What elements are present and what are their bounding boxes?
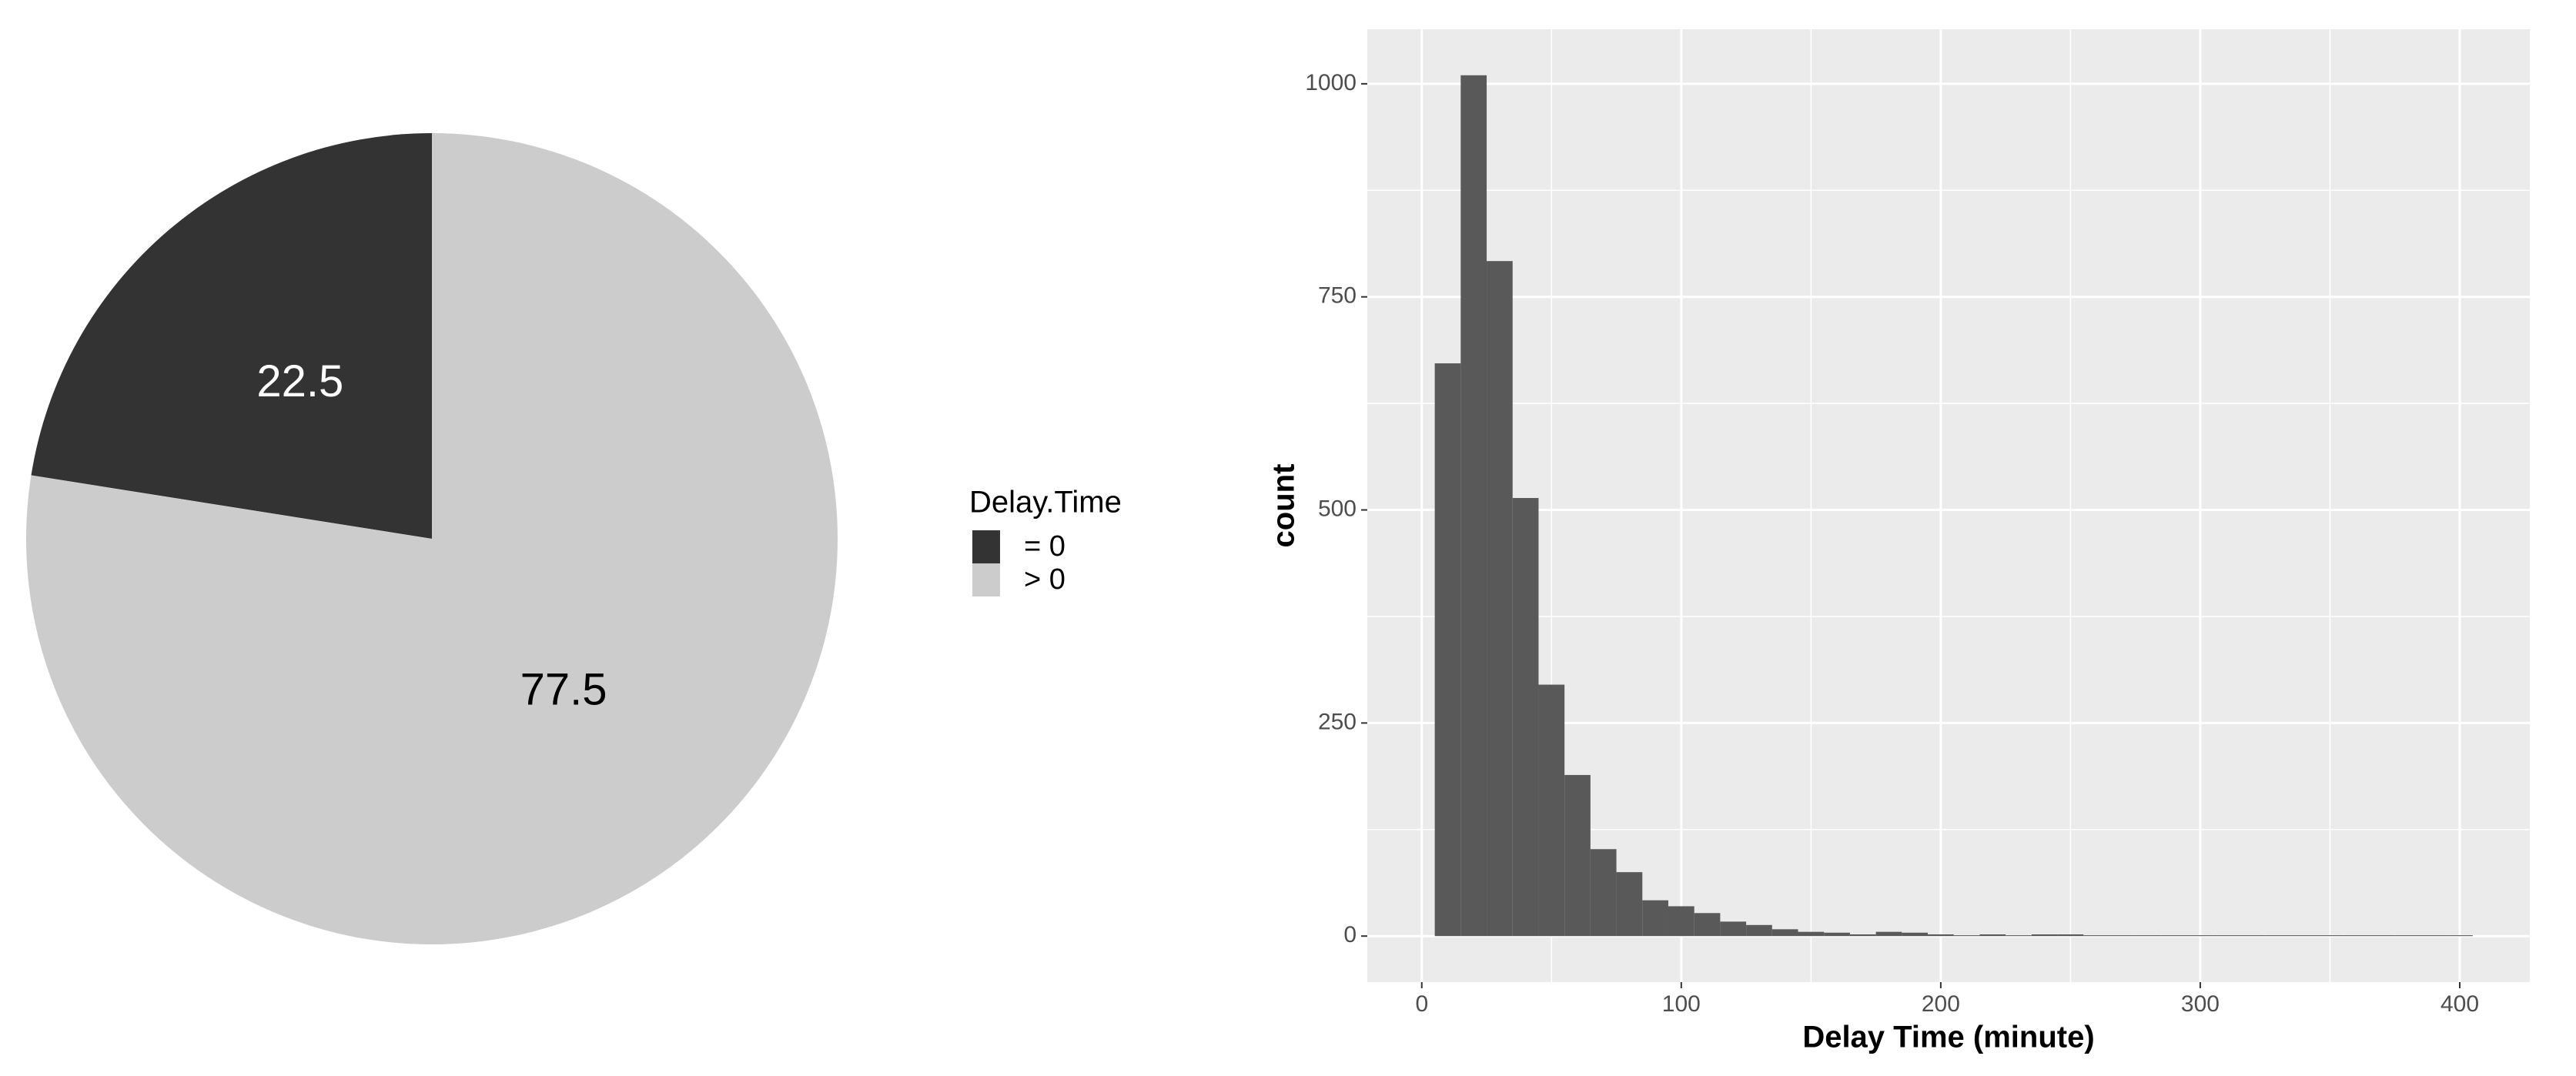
histogram-bar: [2447, 935, 2473, 937]
histogram-bar: [1590, 849, 1617, 937]
pie-slice: [31, 133, 433, 539]
x-tick-label: 300: [2181, 991, 2220, 1017]
histogram-bar: [2031, 934, 2058, 937]
legend-title: Delay.Time: [969, 486, 1122, 520]
x-axis-title: Delay Time (minute): [1802, 1021, 2094, 1054]
histogram-bar: [2317, 935, 2343, 937]
slice-label: 22.5: [256, 356, 343, 406]
histogram-bar: [1720, 921, 1747, 937]
x-tick-label: 400: [2441, 991, 2479, 1017]
y-tick-label: 750: [1318, 283, 1357, 309]
histogram-bar: [1798, 931, 1825, 937]
histogram-bar: [1512, 498, 1539, 937]
histogram-bar: [1487, 261, 1513, 937]
histogram-bar: [1849, 934, 1876, 937]
slice-label: 77.5: [520, 665, 607, 715]
histogram-bar: [1928, 934, 1954, 937]
histogram-bar: [1564, 774, 1591, 937]
histogram-bar: [1668, 906, 1694, 937]
x-tick-label: 200: [1922, 991, 1960, 1017]
histogram-bar: [2343, 935, 2370, 937]
histogram-bar: [1902, 932, 1929, 937]
legend-label: > 0: [1024, 563, 1066, 596]
x-tick-label: 0: [1415, 991, 1428, 1017]
histogram-bar: [2006, 935, 2032, 937]
histogram-bar: [1875, 931, 1902, 937]
histogram-bar: [2109, 935, 2136, 937]
histogram-bar: [2213, 935, 2240, 937]
pie-slice: [26, 133, 838, 944]
histogram-bar: [1434, 363, 1461, 937]
histogram-bar: [2239, 935, 2266, 937]
histogram-bar: [2083, 935, 2109, 937]
x-tick-label: 100: [1662, 991, 1701, 1017]
histogram-bar: [1616, 872, 1643, 937]
histogram-bar: [2420, 935, 2447, 937]
histogram-bar: [1746, 924, 1772, 937]
histogram-bar: [2394, 935, 2421, 937]
y-axis-title: count: [1267, 464, 1301, 548]
histogram-bar: [1642, 900, 1668, 937]
legend-key: [972, 530, 1000, 563]
y-tick-label: 1000: [1305, 70, 1357, 95]
histogram-bar: [2187, 935, 2213, 937]
histogram-bar: [1979, 934, 2006, 937]
legend-key: [972, 563, 1000, 596]
histogram-bar: [1771, 929, 1798, 937]
histogram-bar: [1953, 935, 1980, 937]
histogram-bar: [1694, 913, 1721, 937]
histogram-bar: [2290, 935, 2317, 937]
histogram-bar: [2057, 934, 2084, 937]
histogram-bar: [1538, 684, 1565, 937]
y-tick-label: 0: [1343, 922, 1357, 947]
histogram-bar: [2161, 935, 2188, 937]
histogram-bar: [2369, 935, 2395, 937]
histogram-bar: [1460, 75, 1487, 937]
y-tick-label: 250: [1318, 709, 1357, 734]
histogram-bar: [2265, 935, 2291, 937]
y-tick-label: 500: [1318, 496, 1357, 521]
legend-label: = 0: [1024, 530, 1066, 563]
histogram-bar: [2135, 935, 2162, 937]
histogram-bar: [1824, 932, 1850, 937]
